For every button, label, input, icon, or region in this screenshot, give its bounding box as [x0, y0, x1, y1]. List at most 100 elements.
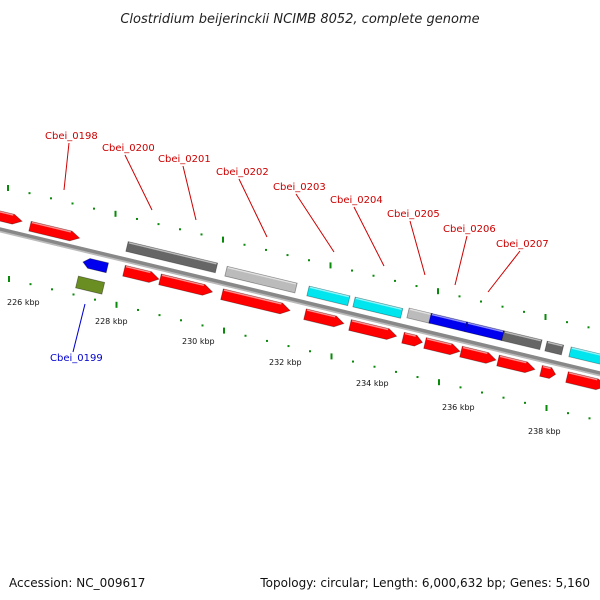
gene-cbei-0202-shape	[224, 265, 298, 294]
gene-cbei-0199-olive	[75, 275, 106, 295]
axis-label-228-kbp: 228 kbp	[95, 317, 128, 326]
cds-cbei-0206b	[459, 345, 497, 364]
axis-label-230-kbp: 230 kbp	[182, 337, 215, 346]
gene-cbei-0205-shape	[406, 307, 433, 324]
cds-small-shape	[539, 365, 557, 379]
cds-cbei-0201-shape	[158, 273, 214, 296]
cds-cbei-0201-highlight	[161, 274, 205, 287]
gene-cbei-0204-shape	[352, 296, 404, 319]
gene-cyan-edge-shape	[568, 346, 600, 367]
gene-label-cbei-0207: Cbei_0207	[496, 239, 549, 250]
cds-edge-shape	[565, 371, 600, 391]
cds-small-highlight	[542, 365, 551, 370]
gene-cbei-0207-highlight	[504, 331, 542, 342]
cds-cbei-0203-shape	[303, 308, 345, 328]
gene-cbei-0206	[428, 312, 468, 333]
cds-cbei-0206b-shape	[459, 345, 497, 364]
gene-cbei-0202	[224, 265, 298, 294]
gene-label-cbei-0203: Cbei_0203	[273, 182, 326, 193]
gene-cbei-0200-highlight	[128, 242, 217, 265]
gene-cbei-0206-highlight	[431, 313, 467, 324]
backbone	[0, 227, 600, 377]
leader-line-cbei-0205	[409, 220, 426, 276]
cds-cbei-0206	[423, 337, 461, 356]
map-title: Clostridium beijerinckii NCIMB 8052, com…	[120, 12, 479, 27]
leader-line-cbei-0199	[72, 303, 86, 353]
axis-label-234-kbp: 234 kbp	[356, 379, 389, 388]
cds-cbei-0202-highlight	[223, 289, 282, 305]
cds-cbei-0204-shape	[348, 319, 398, 340]
leader-line-cbei-0204	[353, 206, 385, 267]
gene-cbei-0202-highlight	[227, 266, 297, 285]
cds-cbei-0202-shape	[220, 288, 291, 315]
gene-small-grey	[544, 340, 565, 356]
cds-cbei-0200	[122, 264, 160, 283]
cds-cbei-0205-shape	[401, 331, 424, 347]
gene-cbei-0204-highlight	[355, 297, 402, 311]
axis-label-238-kbp: 238 kbp	[528, 427, 561, 436]
tick-layer	[7, 185, 591, 420]
label-layer: 226 kbp 228 kbp 230 kbp 232 kbp 234 kbp 236 k…	[7, 131, 561, 436]
cds-cbei-0203-highlight	[306, 309, 336, 318]
gene-cyan-edge-highlight	[571, 347, 600, 358]
gene-cbei-0206b-shape	[464, 321, 505, 342]
axis-label-226-kbp: 226 kbp	[7, 298, 40, 307]
feature-layer	[0, 208, 600, 391]
cds-cbei-0206b-highlight	[462, 346, 488, 355]
cds-cbei-0207-shape	[496, 354, 536, 374]
gene-label-cbei-0201: Cbei_0201	[158, 154, 211, 165]
cds-cbei-0205	[401, 331, 424, 347]
gene-cbei-0199-olive-shape	[75, 275, 106, 295]
cds-cbei-0202	[220, 288, 291, 315]
cds-cbei-0207	[496, 354, 536, 374]
gene-cbei-0200	[125, 241, 219, 274]
cds-small	[539, 365, 557, 379]
gene-cbei-0206b-highlight	[467, 322, 504, 333]
gene-cbei-0199-blue	[82, 258, 109, 274]
gene-cbei-0199-blue-shape	[82, 258, 109, 274]
gene-label-cbei-0200: Cbei_0200	[102, 143, 155, 154]
leader-line-cbei-0207	[487, 250, 521, 293]
gene-label-cbei-0206: Cbei_0206	[443, 224, 496, 235]
gene-small-grey-highlight	[547, 341, 563, 347]
backbone-line	[0, 227, 600, 375]
gene-label-cbei-0199: Cbei_0199	[50, 353, 103, 364]
gene-cbei-0203-highlight	[309, 286, 349, 298]
cds-edge-highlight	[568, 372, 598, 381]
cds-feature	[0, 208, 23, 225]
cds-cbei-0200-highlight	[125, 265, 151, 274]
leader-line-cbei-0203	[295, 193, 335, 253]
cds-cbei-0207-highlight	[499, 355, 527, 364]
gene-label-cbei-0202: Cbei_0202	[216, 167, 269, 178]
cds-cbei-0201	[158, 273, 214, 296]
gene-cyan-edge	[568, 346, 600, 367]
gene-cbei-0207-shape	[501, 330, 543, 351]
leader-line-cbei-0198	[63, 142, 70, 191]
gene-cbei-0204	[352, 296, 404, 319]
gene-cbei-0205	[406, 307, 433, 324]
gene-label-cbei-0204: Cbei_0204	[330, 195, 383, 206]
gene-cbei-0207	[501, 330, 543, 351]
cds-cbei-0200-shape	[122, 264, 160, 283]
leader-line-cbei-0201	[182, 165, 197, 221]
gene-cbei-0206b	[464, 321, 505, 342]
leader-lines	[63, 142, 521, 353]
gene-label-cbei-0198: Cbei_0198	[45, 131, 98, 142]
leader-line-cbei-0206	[454, 235, 468, 286]
genome-summary-text: Topology: circular; Length: 6,000,632 bp…	[260, 576, 590, 590]
cds-cbei-0198	[28, 220, 81, 242]
gene-cbei-0203-shape	[306, 285, 351, 307]
gene-label-cbei-0205: Cbei_0205	[387, 209, 440, 220]
leader-line-cbei-0202	[238, 178, 268, 238]
cds-cbei-0206-shape	[423, 337, 461, 356]
axis-label-236-kbp: 236 kbp	[442, 403, 475, 412]
axis-label-232-kbp: 232 kbp	[269, 358, 302, 367]
cds-feature-shape	[0, 208, 23, 225]
accession-text: Accession: NC_009617	[9, 576, 146, 590]
cds-edge	[565, 371, 600, 391]
gene-cbei-0203	[306, 285, 351, 307]
cds-cbei-0198-shape	[28, 220, 81, 242]
gene-cbei-0206-shape	[428, 312, 468, 333]
gene-cbei-0200-shape	[125, 241, 219, 274]
